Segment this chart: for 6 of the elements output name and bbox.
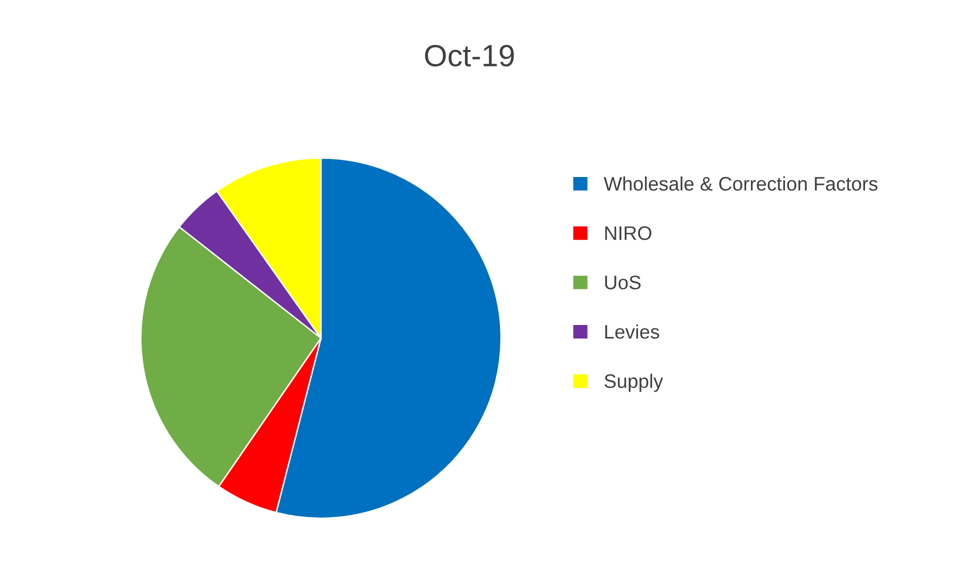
chart-title: Oct-19 — [425, 44, 514, 66]
legend-label: Supply — [604, 374, 664, 392]
legend-label: UoS — [605, 276, 641, 290]
legend-label: Wholesale & Correction Factors — [604, 176, 878, 191]
legend-label: Levies — [605, 324, 660, 339]
legend-label: NIRO — [605, 226, 652, 240]
